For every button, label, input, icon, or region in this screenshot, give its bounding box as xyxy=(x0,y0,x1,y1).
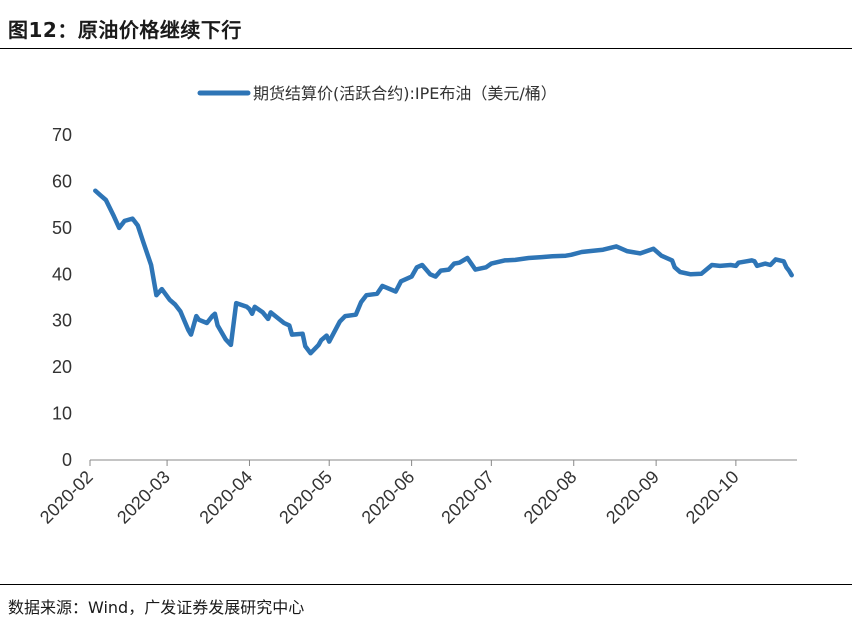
bottom-divider xyxy=(0,584,852,585)
series-line xyxy=(93,188,794,356)
x-axis: 2020-02 2020-03 2020-04 2020-05 2020-06 2020-… xyxy=(36,459,797,528)
y-tick-label: 0 xyxy=(62,450,72,470)
y-tick-label: 40 xyxy=(52,264,72,284)
y-axis: 0 10 20 30 40 50 60 70 xyxy=(52,125,72,470)
top-divider xyxy=(0,48,852,49)
legend: 期货结算价(活跃合约):IPE布油（美元/桶） xyxy=(197,84,557,103)
x-tick-label: 2020-03 xyxy=(113,467,174,528)
x-tick-label: 2020-05 xyxy=(275,467,336,528)
x-tick-label: 2020-06 xyxy=(358,467,419,528)
y-tick-label: 30 xyxy=(52,311,72,331)
x-tick-label: 2020-09 xyxy=(602,467,663,528)
y-tick-label: 70 xyxy=(52,125,72,145)
x-tick-label: 2020-04 xyxy=(195,467,256,528)
figure-title: 图12：原油价格继续下行 xyxy=(8,18,242,42)
x-tick-label: 2020-10 xyxy=(682,467,743,528)
y-tick-label: 50 xyxy=(52,218,72,238)
legend-label: 期货结算价(活跃合约):IPE布油（美元/桶） xyxy=(253,84,557,103)
y-tick-label: 20 xyxy=(52,357,72,377)
y-tick-label: 60 xyxy=(52,171,72,191)
price-line-chart: 期货结算价(活跃合约):IPE布油（美元/桶） 010203040506070 … xyxy=(36,84,797,528)
y-tick-label: 10 xyxy=(52,404,72,424)
x-tick-label: 2020-02 xyxy=(36,467,97,528)
x-tick-label: 2020-08 xyxy=(520,467,581,528)
source-note: 数据来源：Wind，广发证券发展研究中心 xyxy=(8,598,305,617)
x-tick-label: 2020-07 xyxy=(437,467,498,528)
plot-area xyxy=(93,188,794,356)
